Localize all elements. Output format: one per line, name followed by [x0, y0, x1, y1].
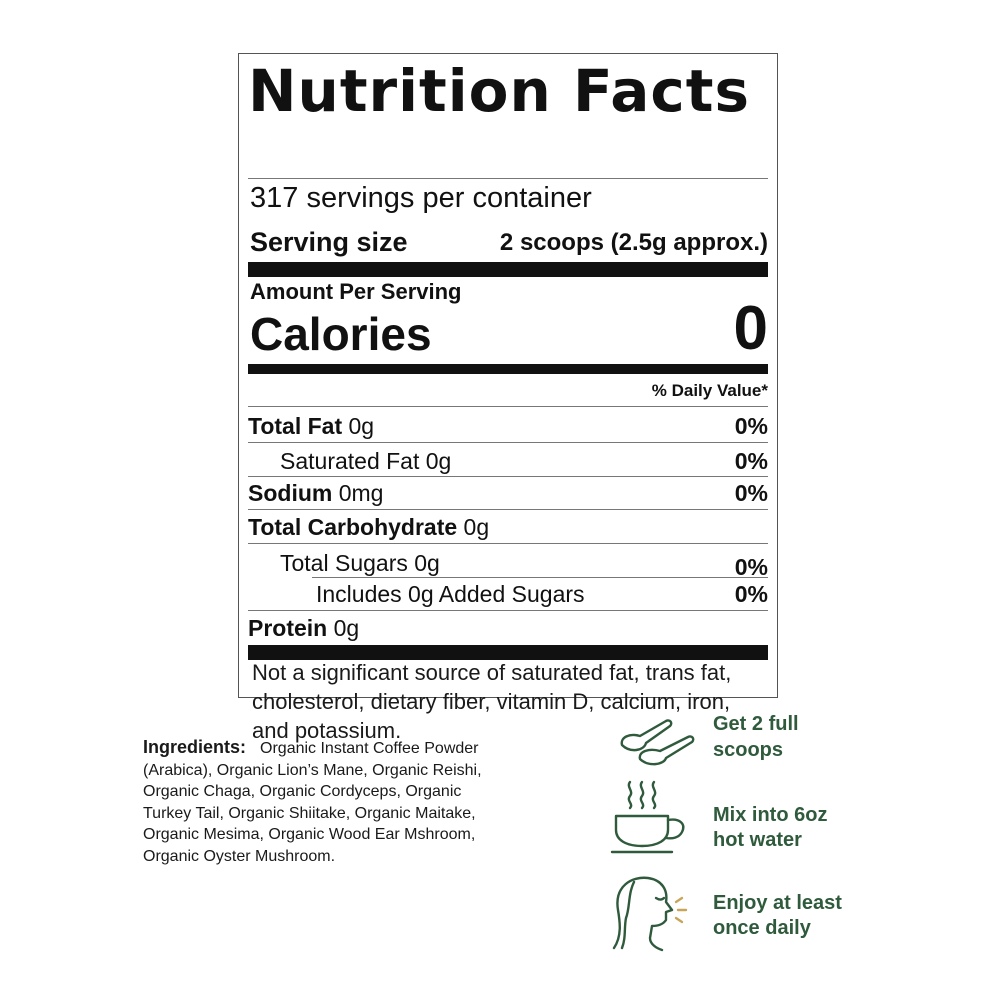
nutrient-amount: 0g [457, 514, 490, 540]
nutrient-row-added-sugars: Includes 0g Added Sugars 0% [248, 579, 768, 609]
ingredients-text: Organic Instant Coffee Powder (Arabica),… [143, 740, 482, 865]
nutrient-row-total-carbohydrate: Total Carbohydrate 0g [248, 512, 768, 542]
nutrition-footnote: Not a significant source of saturated fa… [252, 660, 732, 743]
nutrient-row-total-fat: Total Fat 0g 0% [248, 411, 768, 441]
calories-value: 0 [733, 294, 768, 363]
ingredients-label: Ingredients: [143, 737, 247, 757]
step-enjoy: Enjoy at least once daily [606, 874, 866, 964]
step-line1: Mix into 6oz [713, 804, 828, 826]
nutrient-amount: Saturated Fat 0g [280, 448, 452, 474]
woman-face-icon [612, 876, 688, 952]
step-line2: hot water [713, 829, 802, 851]
nutrient-amount: 0mg [332, 480, 384, 506]
step-mix: Mix into 6oz hot water [606, 778, 866, 868]
daily-value-percent: 0% [734, 554, 768, 580]
serving-size-value: 2 scoops (2.5g approx.) [499, 229, 768, 256]
step-line2: once daily [713, 917, 811, 939]
divider [248, 509, 768, 510]
nutrient-name: Total Carbohydrate [248, 514, 458, 540]
daily-value-header: % Daily Value* [651, 381, 768, 400]
step-line1: Enjoy at least [713, 892, 842, 914]
daily-value-percent: 0% [734, 581, 768, 607]
nutrient-amount: Includes 0g Added Sugars [316, 581, 585, 607]
nutrient-amount: 0g [327, 615, 360, 641]
nutrient-row-saturated-fat: Saturated Fat 0g 0% [248, 446, 768, 476]
nutrition-title: Nutrition Facts [248, 57, 750, 125]
nutrient-name: Sodium [248, 480, 333, 506]
step-line2: scoops [713, 739, 784, 761]
divider [248, 406, 768, 407]
divider [248, 476, 768, 477]
nutrition-facts-label: Nutrition Facts 317 servings per contain… [238, 53, 778, 743]
scoop-icon [620, 719, 695, 766]
divider [248, 178, 768, 179]
nutrient-name: Total Fat [248, 413, 343, 439]
daily-value-percent: 0% [734, 448, 768, 474]
divider [312, 577, 768, 578]
nutrient-row-sodium: Sodium 0mg 0% [248, 478, 768, 508]
step-line1: Get 2 full [713, 713, 799, 735]
coffee-cup-icon [610, 780, 685, 854]
divider [248, 543, 768, 544]
servings-per-container: 317 servings per container [250, 182, 592, 214]
thick-divider [248, 262, 768, 277]
daily-value-percent: 0% [734, 413, 768, 439]
thick-divider [248, 645, 768, 660]
nutrient-row-total-sugars: Total Sugars 0g 0% [248, 548, 768, 580]
calories-label: Calories [250, 308, 432, 360]
ingredients-block: Ingredients: Organic Instant Coffee Powde… [143, 737, 483, 867]
nutrient-amount: Total Sugars 0g [280, 550, 440, 576]
medium-divider [248, 364, 768, 374]
nutrient-row-protein: Protein 0g [248, 613, 768, 643]
amount-per-serving: Amount Per Serving [250, 279, 462, 304]
nutrient-amount: 0g [342, 413, 375, 439]
daily-value-percent: 0% [734, 480, 768, 506]
divider [248, 610, 768, 611]
serving-size-label: Serving size [250, 227, 408, 257]
nutrient-name: Protein [248, 615, 328, 641]
divider [248, 442, 768, 443]
step-scoops: Get 2 full scoops [606, 703, 866, 793]
